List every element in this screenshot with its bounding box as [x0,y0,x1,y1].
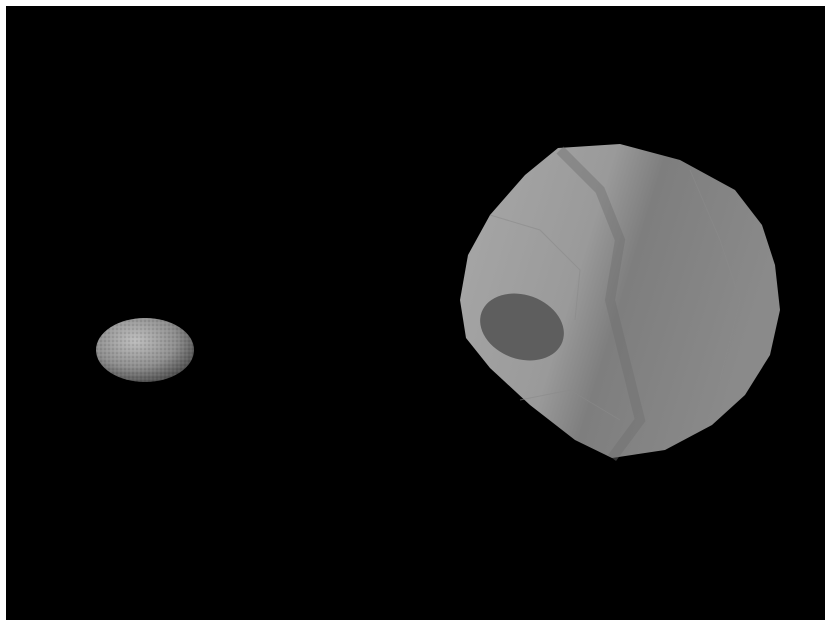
crater [480,293,564,361]
asteroid-facets [489,169,741,421]
small-moon-texture [96,318,194,382]
asteroid-shadow-band [556,146,646,461]
small-moon [96,318,194,382]
asteroid-body [460,144,780,458]
asteroid [460,144,780,461]
